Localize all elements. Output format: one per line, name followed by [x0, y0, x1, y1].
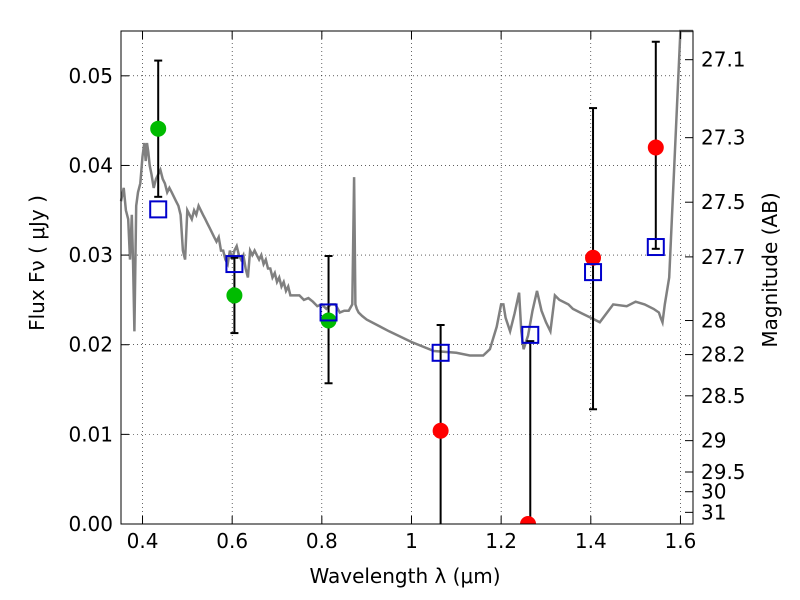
model-photometry-square [646, 238, 665, 257]
model-spectrum-line [119, 29, 693, 357]
magnitude-tick-label: 27.5 [701, 190, 746, 214]
plot-frame [120, 30, 694, 525]
y-tick-label: 0.02 [68, 333, 113, 357]
x-tick-label: 1.2 [485, 529, 517, 553]
y-tick-label: 0.04 [68, 153, 113, 177]
error-bars [154, 40, 660, 524]
green-data-point [150, 120, 167, 137]
data-points [150, 120, 664, 524]
x-tick-labels: 0.4 0.6 0.8 1 1.2 1.4 1.6 [127, 529, 697, 553]
y-tick-label: 0.05 [68, 64, 113, 88]
model-spectrum-layer [119, 29, 693, 357]
red-data-point [585, 249, 602, 266]
x-axis-label: Wavelength λ (μm) [309, 564, 500, 588]
green-data-point [226, 287, 243, 304]
model-photometry-square [225, 255, 244, 274]
magnitude-tick-label: 29.5 [701, 460, 746, 484]
x-tick-label: 0.6 [216, 529, 248, 553]
model-photometry-square [319, 303, 338, 322]
magnitude-tick-label: 28.5 [701, 384, 746, 408]
red-data-point [520, 516, 537, 524]
magnitude-tick-label: 28 [701, 309, 726, 333]
model-photometry-square [584, 263, 603, 282]
magnitude-tick-label: 31 [701, 500, 726, 524]
x-tick-label: 1 [405, 529, 418, 553]
y2-axis-label: Magnitude (AB) [758, 192, 782, 347]
axis-ticks [121, 31, 693, 525]
y-tick-label: 0.03 [68, 243, 113, 267]
x-tick-label: 1.4 [575, 529, 607, 553]
y-axis-label: Flux Fν ( μJy ) [25, 195, 49, 331]
red-data-point [647, 139, 664, 156]
red-data-point [432, 422, 449, 439]
grid-lines [121, 31, 693, 525]
x-tick-label: 0.4 [127, 529, 159, 553]
magnitude-tick-label: 27.7 [701, 245, 746, 269]
model-photometry-square [431, 343, 450, 362]
x-tick-label: 0.8 [306, 529, 338, 553]
magnitude-tick-label: 30 [701, 480, 726, 504]
y-tick-label: 0.00 [68, 512, 113, 536]
y-tick-label: 0.01 [68, 422, 113, 446]
model-photometry-square [521, 325, 540, 344]
magnitude-tick-label: 27.3 [701, 126, 746, 150]
magnitude-tick-label: 27.1 [701, 48, 746, 72]
x-tick-label: 1.6 [665, 529, 697, 553]
y-tick-labels: 0.00 0.01 0.02 0.03 0.04 0.05 [68, 64, 113, 536]
magnitude-tick-label: 29 [701, 429, 726, 453]
model-photometry-square [149, 200, 168, 219]
magnitude-tick-label: 28.2 [701, 343, 746, 367]
model-photometry-squares [149, 200, 665, 362]
